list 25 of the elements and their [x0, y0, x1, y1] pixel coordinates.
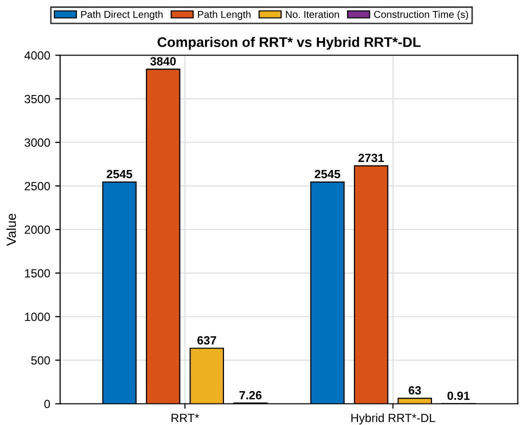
- legend-label: Construction Time (s): [374, 10, 468, 20]
- x-tick-label: Hybrid RRT*-DL: [351, 413, 436, 424]
- x-tick-label: RRT*: [172, 414, 200, 422]
- data-label: 0.91: [447, 392, 470, 400]
- y-tick-label: 2500: [24, 182, 50, 190]
- y-tick-label: 500: [31, 356, 50, 365]
- data-label: 7.26: [239, 391, 262, 400]
- data-label: 2731: [358, 154, 384, 162]
- chart-title: Comparison of RRT* vs Hybrid RRT*-DL: [158, 36, 420, 50]
- data-label: 2545: [106, 170, 132, 178]
- y-tick-label: 1000: [25, 312, 50, 322]
- y-tick-label: 1500: [25, 269, 50, 278]
- y-tick-label: 4000: [24, 51, 50, 60]
- y-tick-label: 3500: [24, 94, 50, 104]
- data-label: 63: [408, 386, 421, 395]
- data-label: 2545: [314, 170, 340, 178]
- y-tick-label: 0: [44, 400, 50, 408]
- legend-label: Path Length: [198, 10, 250, 20]
- y-tick-label: 2000: [24, 226, 50, 234]
- y-axis-title: Value: [6, 214, 16, 246]
- y-tick-label: 3000: [24, 138, 50, 147]
- legend-label: No. Iteration: [286, 10, 339, 18]
- legend-label: Path Direct Length: [81, 10, 163, 20]
- data-label: 637: [197, 336, 216, 345]
- data-label: 3840: [150, 57, 176, 66]
